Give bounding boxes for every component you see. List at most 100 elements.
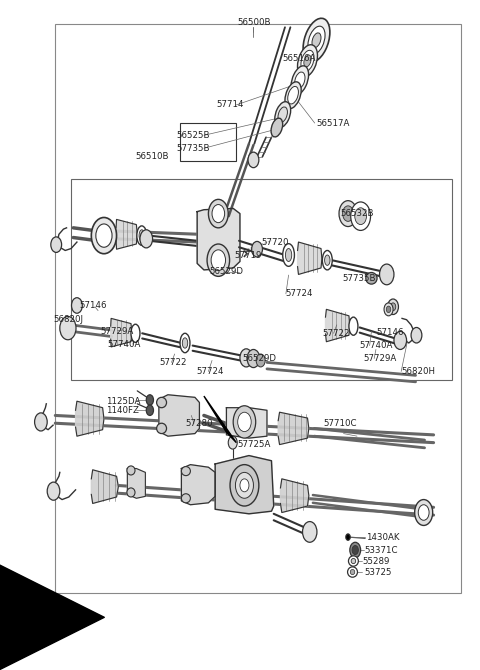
Circle shape: [384, 303, 393, 316]
Ellipse shape: [271, 118, 283, 137]
Text: 56516A: 56516A: [283, 54, 316, 63]
Ellipse shape: [304, 55, 311, 67]
Circle shape: [91, 218, 117, 254]
Circle shape: [418, 505, 429, 521]
Text: 56517A: 56517A: [316, 119, 350, 127]
Ellipse shape: [283, 244, 294, 267]
Text: 57280: 57280: [185, 419, 213, 427]
Circle shape: [247, 350, 260, 368]
Ellipse shape: [351, 558, 356, 563]
Ellipse shape: [312, 33, 321, 48]
Polygon shape: [278, 412, 309, 445]
Ellipse shape: [139, 230, 144, 241]
Polygon shape: [325, 310, 350, 342]
Text: 56529D: 56529D: [209, 267, 243, 276]
Circle shape: [415, 500, 432, 525]
Ellipse shape: [181, 494, 191, 502]
Text: 57719: 57719: [235, 251, 262, 259]
Polygon shape: [75, 401, 104, 436]
Text: 57720: 57720: [262, 239, 289, 247]
Circle shape: [211, 250, 226, 271]
Ellipse shape: [323, 251, 332, 270]
Ellipse shape: [286, 249, 292, 261]
Circle shape: [230, 464, 259, 506]
Polygon shape: [91, 470, 119, 503]
Circle shape: [60, 316, 76, 340]
Text: 57729A: 57729A: [100, 327, 133, 336]
Circle shape: [302, 521, 317, 542]
Ellipse shape: [182, 338, 188, 348]
Text: 1140FZ: 1140FZ: [106, 407, 139, 415]
Circle shape: [228, 436, 237, 449]
Ellipse shape: [291, 66, 309, 95]
Text: 57740A: 57740A: [359, 341, 393, 350]
Text: 57146: 57146: [80, 301, 107, 310]
Circle shape: [351, 202, 371, 230]
Ellipse shape: [348, 567, 358, 578]
Text: 57714: 57714: [216, 100, 244, 109]
Circle shape: [51, 237, 61, 253]
Polygon shape: [298, 242, 322, 275]
Ellipse shape: [350, 570, 355, 575]
Text: 57724: 57724: [197, 367, 224, 376]
Ellipse shape: [301, 50, 314, 72]
Text: 56529D: 56529D: [243, 354, 276, 363]
Circle shape: [96, 224, 112, 247]
Circle shape: [411, 328, 422, 343]
Polygon shape: [111, 318, 132, 347]
Circle shape: [240, 479, 249, 492]
Text: 56532B: 56532B: [340, 209, 373, 218]
Text: 53725: 53725: [364, 567, 392, 576]
Text: 57729A: 57729A: [364, 354, 397, 363]
Text: 57735B: 57735B: [343, 274, 376, 283]
Text: 57724: 57724: [286, 289, 313, 298]
Circle shape: [235, 472, 253, 498]
Text: 57735B: 57735B: [176, 144, 209, 153]
Polygon shape: [215, 456, 274, 514]
Text: 56820J: 56820J: [53, 315, 84, 324]
Ellipse shape: [295, 72, 305, 88]
Text: 57722: 57722: [322, 329, 349, 338]
Circle shape: [252, 241, 263, 257]
Text: 56500B: 56500B: [238, 17, 271, 27]
Circle shape: [386, 306, 391, 313]
Ellipse shape: [180, 333, 190, 352]
Circle shape: [352, 545, 359, 555]
Polygon shape: [159, 395, 199, 436]
Circle shape: [208, 200, 228, 228]
Circle shape: [355, 208, 367, 224]
Circle shape: [47, 482, 60, 500]
Ellipse shape: [366, 273, 377, 284]
Circle shape: [343, 206, 353, 221]
Ellipse shape: [303, 18, 330, 62]
Ellipse shape: [298, 45, 317, 77]
Circle shape: [238, 412, 251, 431]
Ellipse shape: [127, 488, 135, 497]
Circle shape: [380, 264, 394, 285]
Circle shape: [339, 200, 357, 226]
Ellipse shape: [285, 82, 301, 109]
Ellipse shape: [324, 255, 330, 265]
Circle shape: [140, 230, 153, 248]
Text: 56820H: 56820H: [401, 367, 435, 376]
Circle shape: [390, 303, 396, 311]
Bar: [71, 180, 452, 380]
Text: FR.: FR.: [56, 611, 78, 624]
Text: 56510B: 56510B: [135, 152, 169, 161]
Circle shape: [248, 152, 259, 168]
Text: 57722: 57722: [160, 358, 187, 367]
Ellipse shape: [181, 466, 191, 476]
Text: 55289: 55289: [362, 557, 390, 565]
Ellipse shape: [275, 102, 291, 127]
Ellipse shape: [156, 423, 167, 433]
Ellipse shape: [137, 226, 147, 245]
Text: 53371C: 53371C: [364, 545, 398, 555]
Circle shape: [207, 244, 229, 276]
Circle shape: [388, 299, 398, 314]
Ellipse shape: [156, 397, 167, 408]
Text: 57725A: 57725A: [238, 440, 271, 449]
Circle shape: [35, 413, 47, 431]
Text: 57710C: 57710C: [324, 419, 357, 427]
Circle shape: [350, 542, 360, 558]
Ellipse shape: [308, 26, 325, 54]
